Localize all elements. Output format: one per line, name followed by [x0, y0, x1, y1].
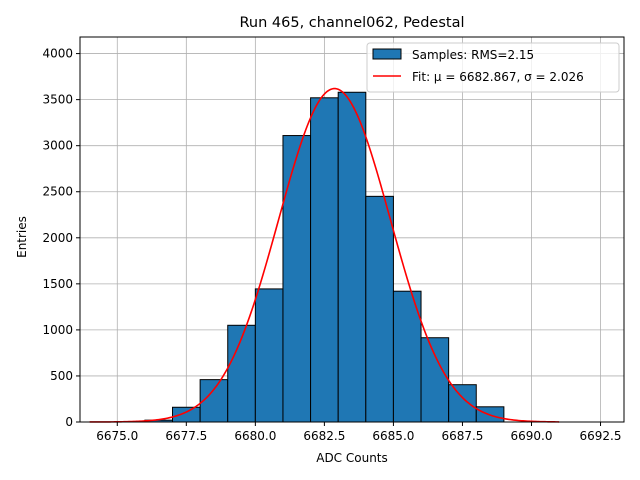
y-tick-label: 1000: [42, 323, 73, 337]
histogram-bar: [420, 337, 450, 423]
histogram-bar: [310, 97, 339, 423]
legend-label-samples: Samples: RMS=2.15: [412, 48, 534, 62]
histogram-bar: [337, 91, 367, 423]
histogram-bar: [254, 288, 284, 423]
legend: Samples: RMS=2.15 Fit: μ = 6682.867, σ =…: [366, 42, 620, 93]
x-axis-label: ADC Counts: [316, 451, 388, 465]
x-tick-label: 6675.0: [96, 429, 138, 443]
y-tick-label: 3000: [42, 139, 73, 153]
x-tick-label: 6690.0: [510, 429, 552, 443]
x-tick-label: 6687.5: [441, 429, 483, 443]
histogram-bar: [365, 195, 394, 423]
legend-swatch-samples: [372, 48, 402, 60]
x-tick-label: 6680.0: [234, 429, 276, 443]
y-axis-label: Entries: [15, 216, 29, 258]
y-tick-label: 0: [65, 415, 73, 429]
x-tick-label: 6677.5: [165, 429, 207, 443]
legend-label-fit: Fit: μ = 6682.867, σ = 2.026: [412, 70, 584, 84]
y-tick-label: 2500: [42, 185, 73, 199]
histogram-bar: [282, 135, 312, 423]
x-tick-label: 6682.5: [303, 429, 345, 443]
histogram-bar: [448, 384, 477, 423]
x-tick-label: 6685.0: [372, 429, 414, 443]
y-tick-label: 4000: [42, 47, 73, 61]
histogram-bar: [172, 406, 201, 423]
chart-title: Run 465, channel062, Pedestal: [239, 15, 464, 31]
x-axis-ticks: 6675.0 6677.5 6680.0 6682.5 6685.0 6687.5 6690…: [96, 422, 622, 443]
histogram-bars: [144, 91, 505, 423]
y-tick-label: 500: [50, 369, 73, 383]
y-tick-label: 1500: [42, 277, 73, 291]
y-axis-ticks: 0 500 1000 1500 2000 2500 3000 3500 4000: [42, 47, 80, 429]
x-tick-label: 6692.5: [580, 429, 622, 443]
gaussian-fit-curve: [89, 87, 560, 423]
y-tick-label: 2000: [42, 231, 73, 245]
legend-box: [366, 42, 620, 93]
y-tick-label: 3500: [42, 93, 73, 107]
plot-area-frame: [79, 36, 625, 423]
histogram-bar: [392, 290, 422, 423]
